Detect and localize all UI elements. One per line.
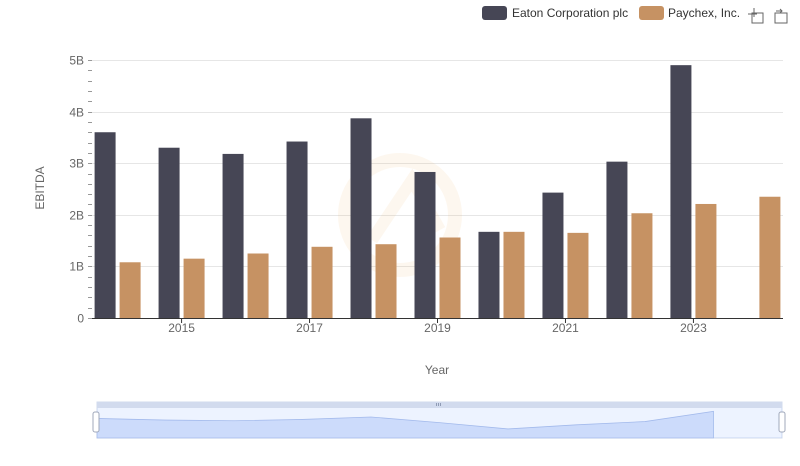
zoom-icon[interactable] [748, 8, 764, 24]
y-axis: 0 1B 2B 3B 4B 5B [69, 54, 92, 326]
bars [94, 65, 781, 319]
bar-eaton[interactable] [414, 171, 436, 318]
bar-paychex[interactable] [439, 237, 461, 318]
y-tick-label: 1B [69, 260, 84, 274]
slider-handle-left[interactable] [92, 411, 100, 433]
x-axis: 2015 2017 2019 2021 2023 [92, 318, 783, 335]
bar-eaton[interactable] [222, 153, 244, 318]
bar-paychex[interactable] [119, 262, 141, 318]
slider-handle-right[interactable] [778, 411, 786, 433]
legend-swatch-eaton [482, 6, 507, 20]
data-zoom-slider[interactable] [92, 401, 786, 439]
x-axis-title: Year [425, 363, 449, 377]
restore-icon[interactable] [774, 8, 788, 24]
grid-lines [92, 60, 783, 267]
bar-paychex[interactable] [375, 244, 397, 318]
bar-eaton[interactable] [350, 118, 372, 318]
x-tick-label: 2015 [168, 321, 195, 335]
bar-paychex[interactable] [183, 258, 205, 318]
bar-paychex[interactable] [503, 231, 525, 318]
bar-eaton[interactable] [542, 192, 564, 318]
bar-eaton[interactable] [606, 161, 628, 318]
legend-label-eaton: Eaton Corporation plc [512, 6, 628, 20]
y-tick-label: 2B [69, 209, 84, 223]
bar-eaton[interactable] [478, 231, 500, 318]
x-tick-label: 2017 [296, 321, 323, 335]
legend-label-paychex: Paychex, Inc. [668, 6, 740, 20]
bar-eaton[interactable] [158, 147, 180, 318]
slider-window[interactable] [97, 408, 782, 438]
y-tick-label: 4B [69, 106, 84, 120]
bar-eaton[interactable] [670, 65, 692, 318]
y-tick-label: 5B [69, 54, 84, 68]
bar-eaton[interactable] [94, 132, 116, 318]
bar-eaton[interactable] [286, 141, 308, 318]
y-tick-label: 0 [77, 312, 84, 326]
legend: Eaton Corporation plc Paychex, Inc. [482, 6, 740, 20]
legend-item-paychex[interactable]: Paychex, Inc. [639, 6, 740, 20]
x-tick-label: 2021 [552, 321, 579, 335]
bar-paychex[interactable] [695, 203, 717, 318]
y-axis-title: EBITDA [33, 166, 47, 209]
slider-top-bar[interactable] [97, 402, 782, 408]
bar-paychex[interactable] [247, 253, 269, 319]
bar-paychex[interactable] [631, 213, 653, 318]
y-tick-label: 3B [69, 157, 84, 171]
bar-paychex[interactable] [311, 246, 333, 318]
bar-paychex[interactable] [759, 196, 781, 318]
bar-paychex[interactable] [567, 232, 589, 318]
slider-grip-icon[interactable] [436, 403, 441, 406]
slider-preview-area [96, 410, 714, 439]
x-tick-label: 2023 [680, 321, 707, 335]
legend-item-eaton[interactable]: Eaton Corporation plc [482, 6, 628, 20]
legend-swatch-paychex [639, 6, 664, 20]
x-tick-label: 2019 [424, 321, 451, 335]
